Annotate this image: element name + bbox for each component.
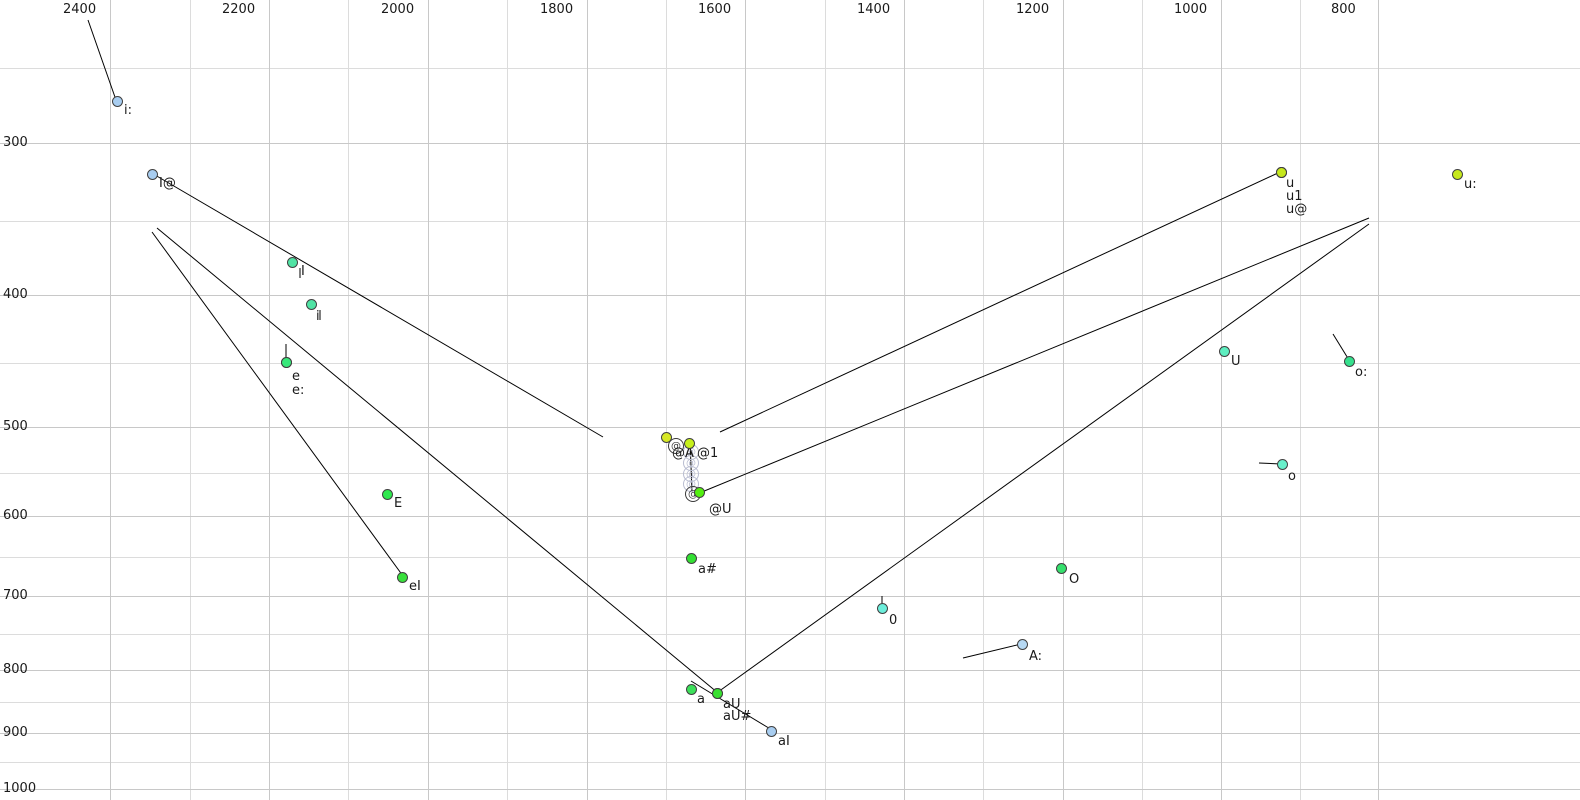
y-tick-400: 400 bbox=[3, 287, 28, 302]
y-tick-500: 500 bbox=[3, 419, 28, 434]
vowel-label-e_: e: bbox=[292, 383, 305, 398]
vowel-point-o_[interactable] bbox=[1344, 356, 1355, 367]
vowel-label-a: a bbox=[697, 692, 705, 707]
vowel-label-_A: @A bbox=[672, 446, 694, 461]
vowel-label-aU_: aU# bbox=[723, 709, 752, 724]
vowel-label-u: u bbox=[1286, 176, 1295, 191]
vowel-label-U: U bbox=[1231, 354, 1241, 369]
vowel-label-o: o bbox=[1288, 469, 1296, 484]
vowel-point-_U[interactable] bbox=[694, 487, 705, 498]
x-tick-1200: 1200 bbox=[1016, 2, 1050, 17]
trajectory-u-to-mid bbox=[719, 171, 1281, 433]
vowel-point-_1[interactable] bbox=[684, 438, 695, 449]
x-tick-1400: 1400 bbox=[857, 2, 891, 17]
x-tick-1000: 1000 bbox=[1174, 2, 1208, 17]
y-tick-600: 600 bbox=[3, 508, 28, 523]
vowel-label-O: O bbox=[1069, 572, 1080, 587]
vowel-label-I: I bbox=[301, 264, 305, 279]
trajectory-i:-tail bbox=[87, 19, 117, 101]
vowel-point-_A[interactable] bbox=[661, 432, 672, 443]
trajectory-o:-tail bbox=[1332, 333, 1350, 361]
y-tick-800: 800 bbox=[3, 662, 28, 677]
vowel-point-o[interactable] bbox=[1277, 459, 1288, 470]
vowel-label-u_: u@ bbox=[1286, 202, 1308, 217]
vowel-point-A_[interactable] bbox=[1017, 639, 1028, 650]
trajectory-e-fan-1 bbox=[151, 231, 404, 577]
vowel-point-0[interactable] bbox=[877, 603, 888, 614]
vowel-point-aI[interactable] bbox=[766, 726, 777, 737]
vowel-point-I_[interactable] bbox=[147, 169, 158, 180]
vowel-label-eI: eI bbox=[409, 579, 421, 594]
vowel-point-aU_[interactable] bbox=[712, 688, 723, 699]
y-tick-300: 300 bbox=[3, 135, 28, 150]
vowel-point-eI[interactable] bbox=[397, 572, 408, 583]
vowel-label-aI: aI bbox=[778, 734, 790, 749]
trajectory-e-fan-2 bbox=[156, 227, 719, 694]
vowel-point-O[interactable] bbox=[1056, 563, 1067, 574]
vowel-label-aU: aU bbox=[723, 697, 741, 712]
vowel-label-a_: a# bbox=[698, 562, 717, 577]
trajectory-aU-rise bbox=[717, 223, 1370, 693]
trajectory-A:-tail bbox=[962, 643, 1022, 659]
x-tick-2400: 2400 bbox=[63, 2, 97, 17]
x-tick-2000: 2000 bbox=[381, 2, 415, 17]
vowel-point-I[interactable] bbox=[287, 257, 298, 268]
vowel-label-E: E bbox=[394, 496, 403, 511]
vowel-point-U[interactable] bbox=[1219, 346, 1230, 357]
x-tick-1600: 1600 bbox=[698, 2, 732, 17]
vowel-point-u_[interactable] bbox=[1276, 167, 1287, 178]
vowel-label-I_: I@ bbox=[159, 176, 176, 191]
vowel-label-o_: o: bbox=[1355, 365, 1368, 380]
x-tick-1800: 1800 bbox=[540, 2, 574, 17]
vowel-label-_U: @U bbox=[709, 502, 732, 517]
y-tick-900: 900 bbox=[3, 725, 28, 740]
vowel-point-e_[interactable] bbox=[281, 357, 292, 368]
vowel-point-E[interactable] bbox=[382, 489, 393, 500]
trajectory-u-long bbox=[696, 217, 1370, 495]
vowel-label-e: e bbox=[292, 369, 300, 384]
vowel-label-_1: @1 bbox=[697, 446, 719, 461]
vowel-point-a_[interactable] bbox=[686, 553, 697, 564]
vowel-point-i_[interactable] bbox=[112, 96, 123, 107]
x-tick-800: 800 bbox=[1331, 2, 1356, 17]
vowel-label-u_: u: bbox=[1464, 177, 1477, 192]
vowel-label-A_: A: bbox=[1029, 649, 1043, 664]
vowel-label-i: i bbox=[316, 309, 320, 324]
trajectory-aI-fall bbox=[690, 680, 773, 731]
vowel-point-a[interactable] bbox=[686, 684, 697, 695]
y-tick-1000: 1000 bbox=[3, 781, 37, 796]
trajectory-I@-to-mid bbox=[154, 174, 604, 438]
vowel-label-u1: u1 bbox=[1286, 189, 1303, 204]
x-tick-2200: 2200 bbox=[222, 2, 256, 17]
vowel-point-i[interactable] bbox=[306, 299, 317, 310]
vowel-label-i_: i: bbox=[124, 103, 132, 118]
vowel-label-0: 0 bbox=[889, 613, 898, 628]
schwa-icon: @ bbox=[668, 438, 684, 454]
vowel-point-u_[interactable] bbox=[1452, 169, 1463, 180]
y-tick-700: 700 bbox=[3, 588, 28, 603]
